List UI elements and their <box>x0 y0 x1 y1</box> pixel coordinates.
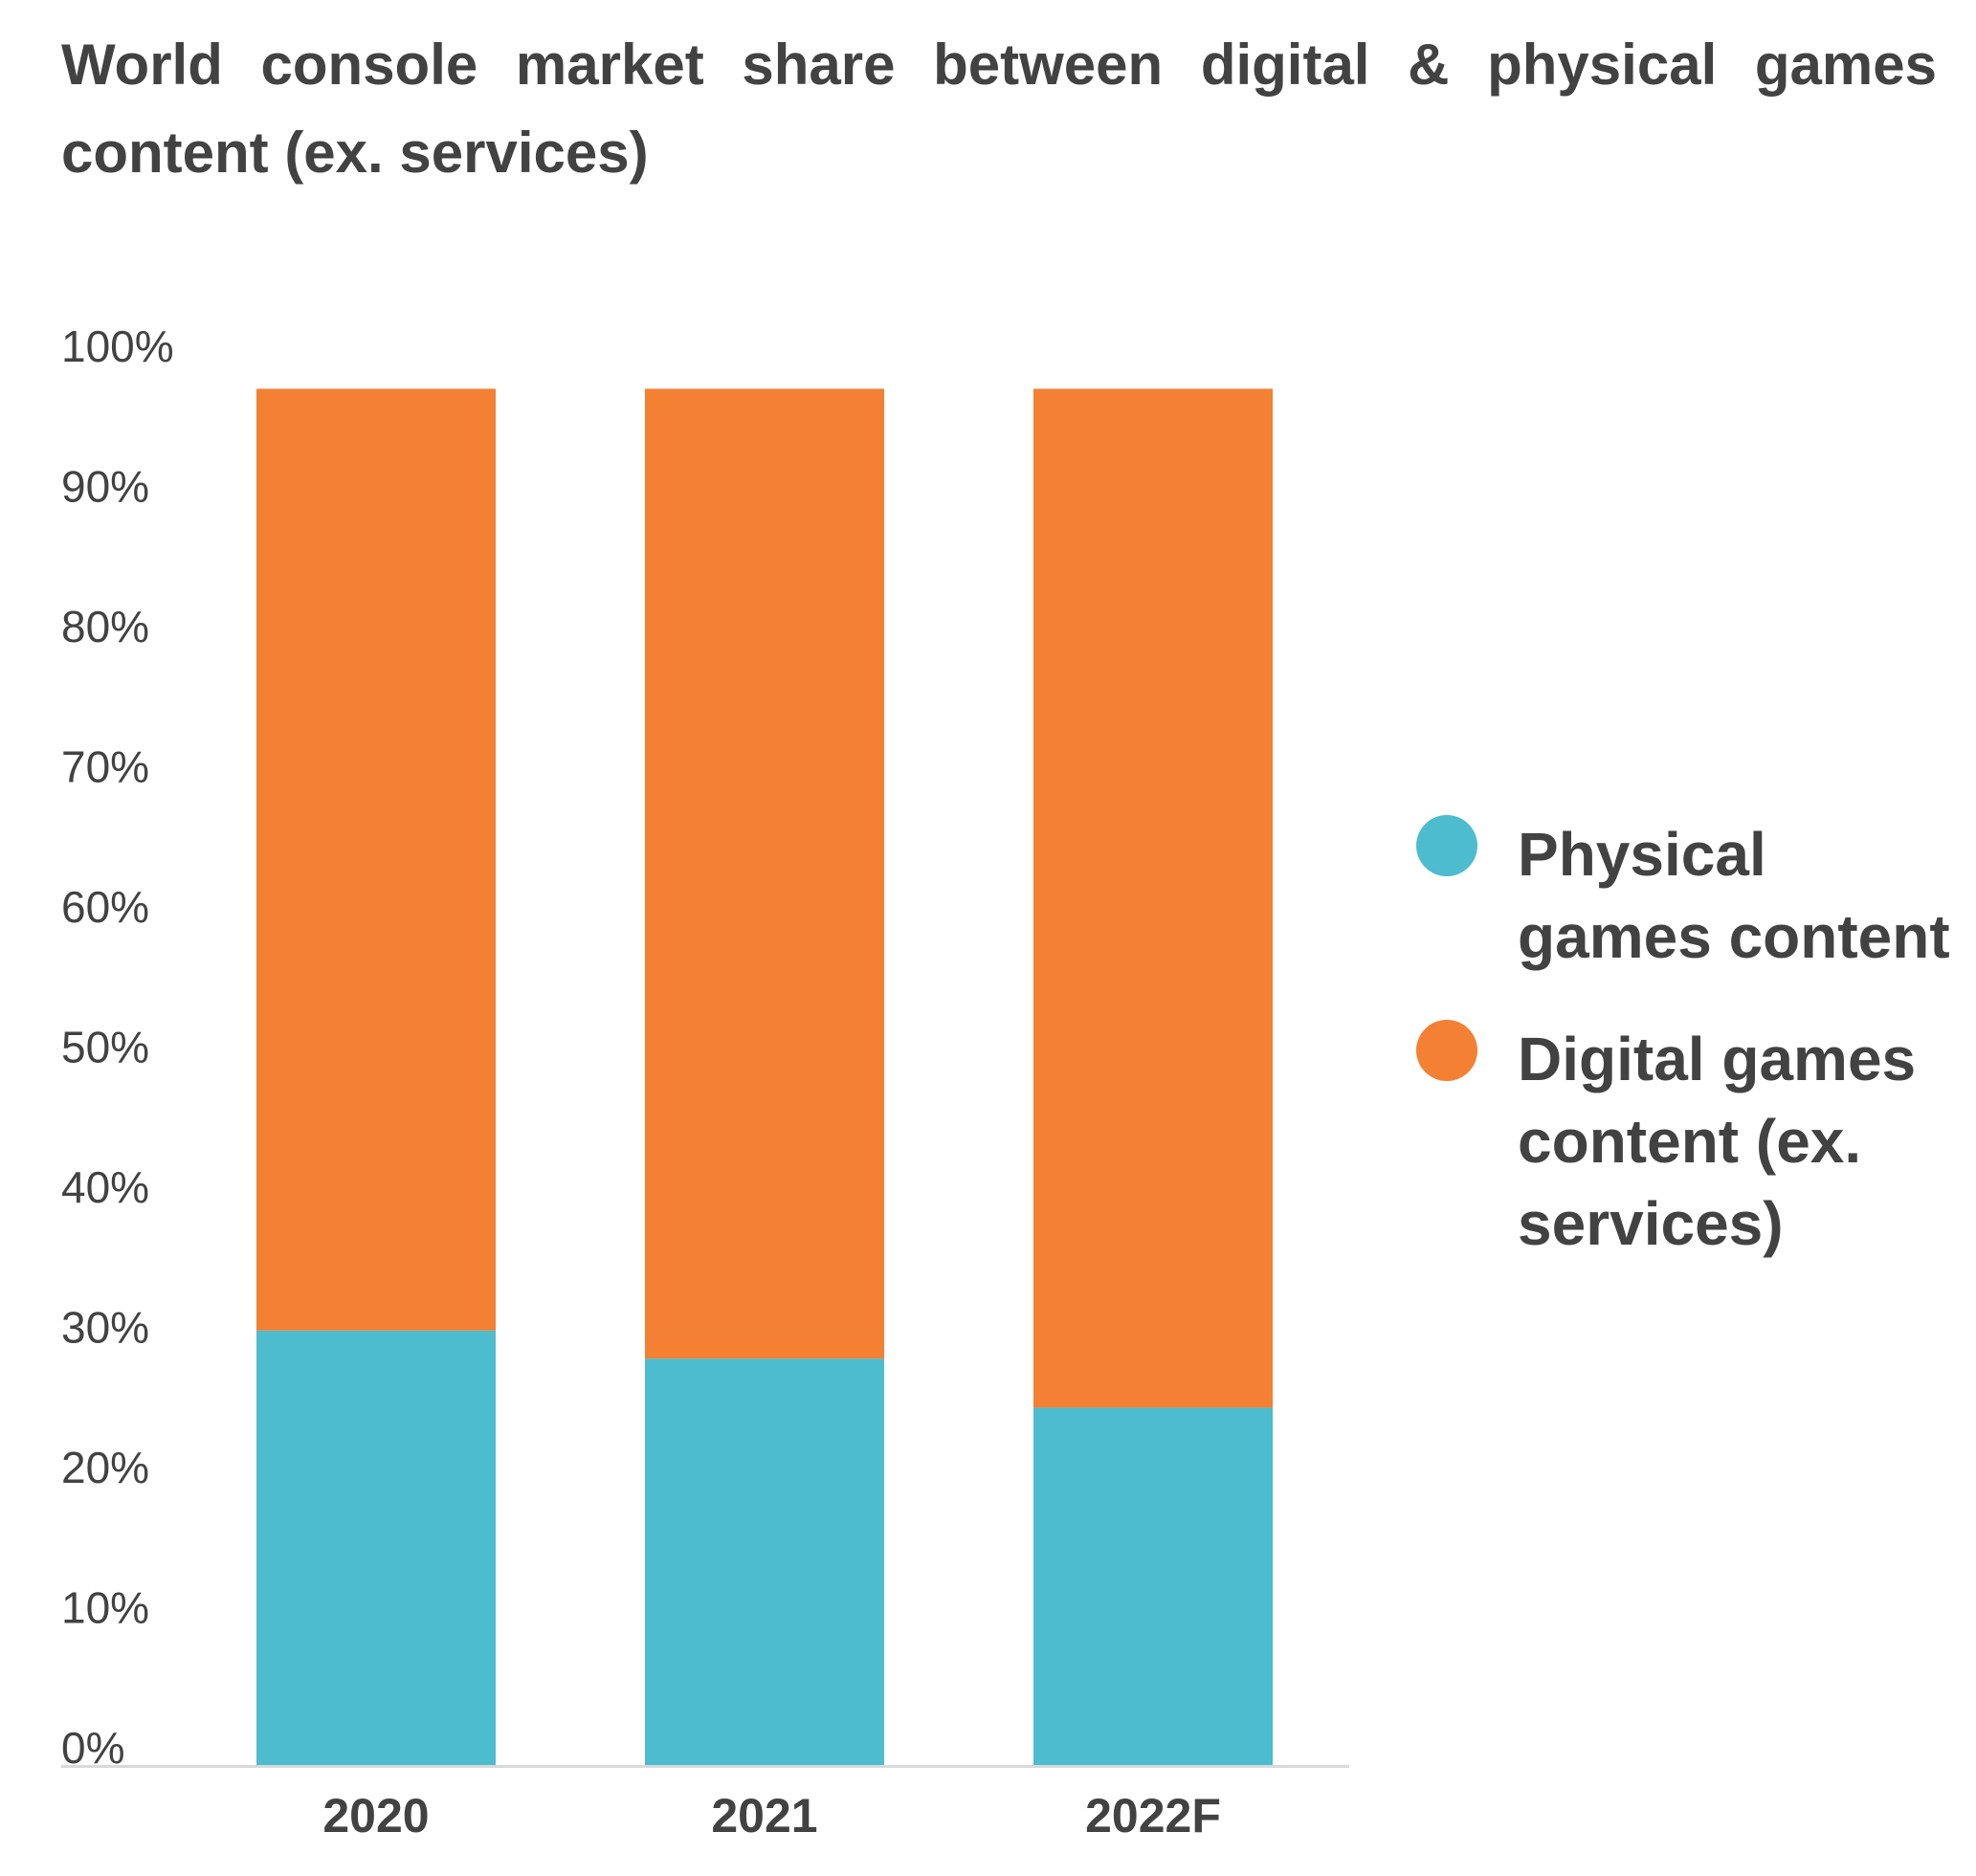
legend: Physical games content Digital games cont… <box>1416 813 1952 1305</box>
y-tick-label: 80% <box>61 602 149 651</box>
y-tick-label: 60% <box>61 882 149 932</box>
x-axis-labels: 2020 2021 2022F <box>322 1789 1221 1843</box>
x-tick-label: 2020 <box>322 1789 429 1843</box>
bar-segment-physical-2021 <box>645 1358 884 1765</box>
y-tick-label: 0% <box>61 1723 124 1773</box>
bars <box>256 388 1273 1765</box>
y-tick-label: 50% <box>61 1023 149 1072</box>
y-tick-label: 40% <box>61 1162 149 1212</box>
bar-segment-physical-2020 <box>256 1330 496 1765</box>
bar-segment-digital-2020 <box>256 388 496 1331</box>
chart-title: World console market share between digit… <box>61 33 1937 185</box>
bar-segment-digital-2022f <box>1033 388 1273 1408</box>
bar-segment-digital-2021 <box>645 388 884 1359</box>
x-tick-label: 2021 <box>711 1789 817 1843</box>
legend-label: Digital games content (ex. services) <box>1518 1025 1917 1258</box>
legend-item-physical: Physical games content <box>1416 813 1952 978</box>
legend-swatch <box>1416 815 1477 876</box>
legend-item-digital: Digital games content (ex. services) <box>1416 1018 1952 1265</box>
y-tick-label: 100% <box>61 321 174 371</box>
x-tick-label: 2022F <box>1085 1789 1221 1843</box>
y-tick-label: 90% <box>61 462 149 512</box>
legend-label: Physical games content <box>1518 820 1950 971</box>
y-tick-label: 30% <box>61 1303 149 1353</box>
y-tick-label: 70% <box>61 742 149 792</box>
bar-segment-physical-2022f <box>1033 1407 1273 1765</box>
legend-swatch <box>1416 1020 1477 1081</box>
y-tick-label: 10% <box>61 1583 149 1633</box>
y-axis-ticks: 0% 10% 20% 30% 40% 50% 60% 70% 80% 90% 100% <box>61 321 174 1773</box>
y-tick-label: 20% <box>61 1443 149 1492</box>
